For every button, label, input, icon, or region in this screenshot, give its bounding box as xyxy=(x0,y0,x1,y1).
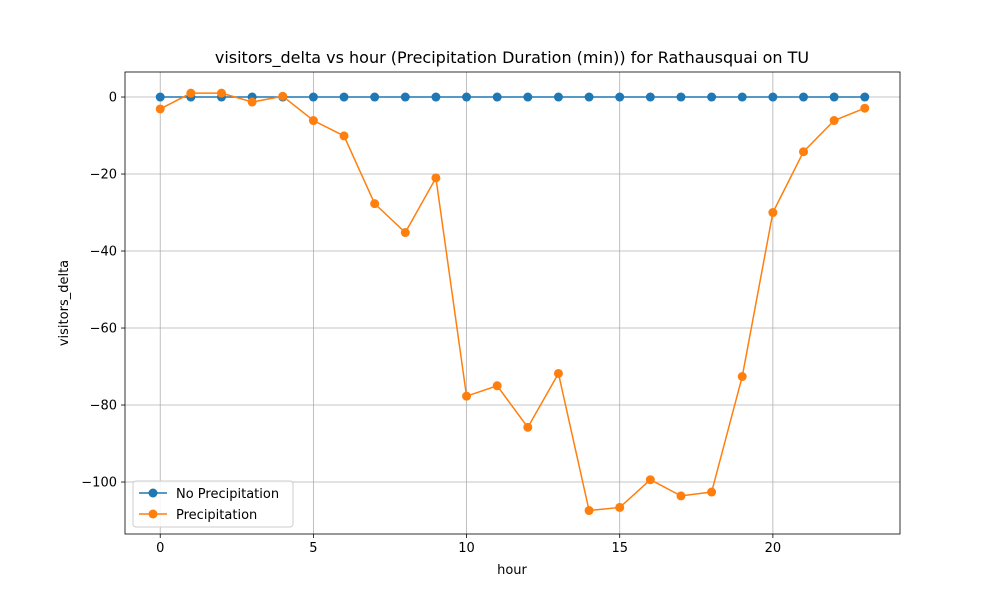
data-point xyxy=(523,92,533,102)
x-tick-label: 20 xyxy=(765,541,782,556)
data-point xyxy=(707,487,717,497)
data-point xyxy=(553,92,563,102)
data-point xyxy=(737,92,747,102)
y-tick-label: −100 xyxy=(81,476,117,491)
x-axis-label: hour xyxy=(497,563,527,578)
plot-frame xyxy=(124,71,901,535)
legend-box xyxy=(132,480,294,528)
legend-label: Precipitation xyxy=(176,508,257,523)
data-point xyxy=(615,502,625,512)
x-tick-label: 0 xyxy=(156,541,164,556)
legend-marker xyxy=(148,488,158,498)
data-point xyxy=(308,92,318,102)
data-point xyxy=(370,92,380,102)
data-point xyxy=(462,391,472,401)
data-point xyxy=(308,116,318,126)
data-point xyxy=(186,88,196,98)
axes: 0 5 10 15 20 0 −20 −40 −60 −80 −100 xyxy=(81,71,901,556)
y-tick-label: −80 xyxy=(90,399,117,414)
y-tick-label: 0 xyxy=(109,91,117,106)
data-point xyxy=(431,173,441,183)
y-tick-label: −40 xyxy=(90,245,117,260)
data-point xyxy=(829,92,839,102)
data-point xyxy=(584,506,594,516)
data-point xyxy=(860,103,870,113)
data-point xyxy=(799,92,809,102)
data-point xyxy=(492,381,502,391)
data-point xyxy=(799,147,809,157)
data-point xyxy=(370,199,380,209)
legend-label: No Precipitation xyxy=(176,487,279,502)
data-point xyxy=(339,131,349,141)
data-point xyxy=(584,92,594,102)
data-point xyxy=(676,92,686,102)
data-point xyxy=(553,368,563,378)
data-point xyxy=(676,491,686,501)
legend: No Precipitation Precipitation xyxy=(132,480,294,528)
data-point xyxy=(431,92,441,102)
series-group xyxy=(155,88,870,516)
y-tick-label: −60 xyxy=(90,322,117,337)
data-point xyxy=(216,88,226,98)
x-tick-label: 15 xyxy=(611,541,628,556)
data-point xyxy=(278,91,288,101)
data-point xyxy=(492,92,502,102)
data-point xyxy=(615,92,625,102)
data-point xyxy=(155,92,165,102)
series-line xyxy=(159,92,866,512)
data-point xyxy=(645,475,655,485)
chart-title: visitors_delta vs hour (Precipitation Du… xyxy=(215,48,809,68)
x-tick-label: 10 xyxy=(458,541,475,556)
legend-marker xyxy=(148,509,158,519)
data-point xyxy=(829,116,839,126)
data-point xyxy=(707,92,717,102)
data-point xyxy=(768,208,778,218)
y-axis-label: visitors_delta xyxy=(57,260,72,346)
data-point xyxy=(400,92,410,102)
data-point xyxy=(462,92,472,102)
data-point xyxy=(860,92,870,102)
data-point xyxy=(523,422,533,432)
data-point xyxy=(737,372,747,382)
data-point xyxy=(400,228,410,238)
data-point xyxy=(339,92,349,102)
grid xyxy=(125,72,900,534)
data-point xyxy=(247,97,257,107)
x-tick-label: 5 xyxy=(309,541,317,556)
data-point xyxy=(645,92,655,102)
data-point xyxy=(768,92,778,102)
series-precipitation xyxy=(155,88,870,516)
y-tick-label: −20 xyxy=(90,168,117,183)
data-point xyxy=(155,104,165,114)
